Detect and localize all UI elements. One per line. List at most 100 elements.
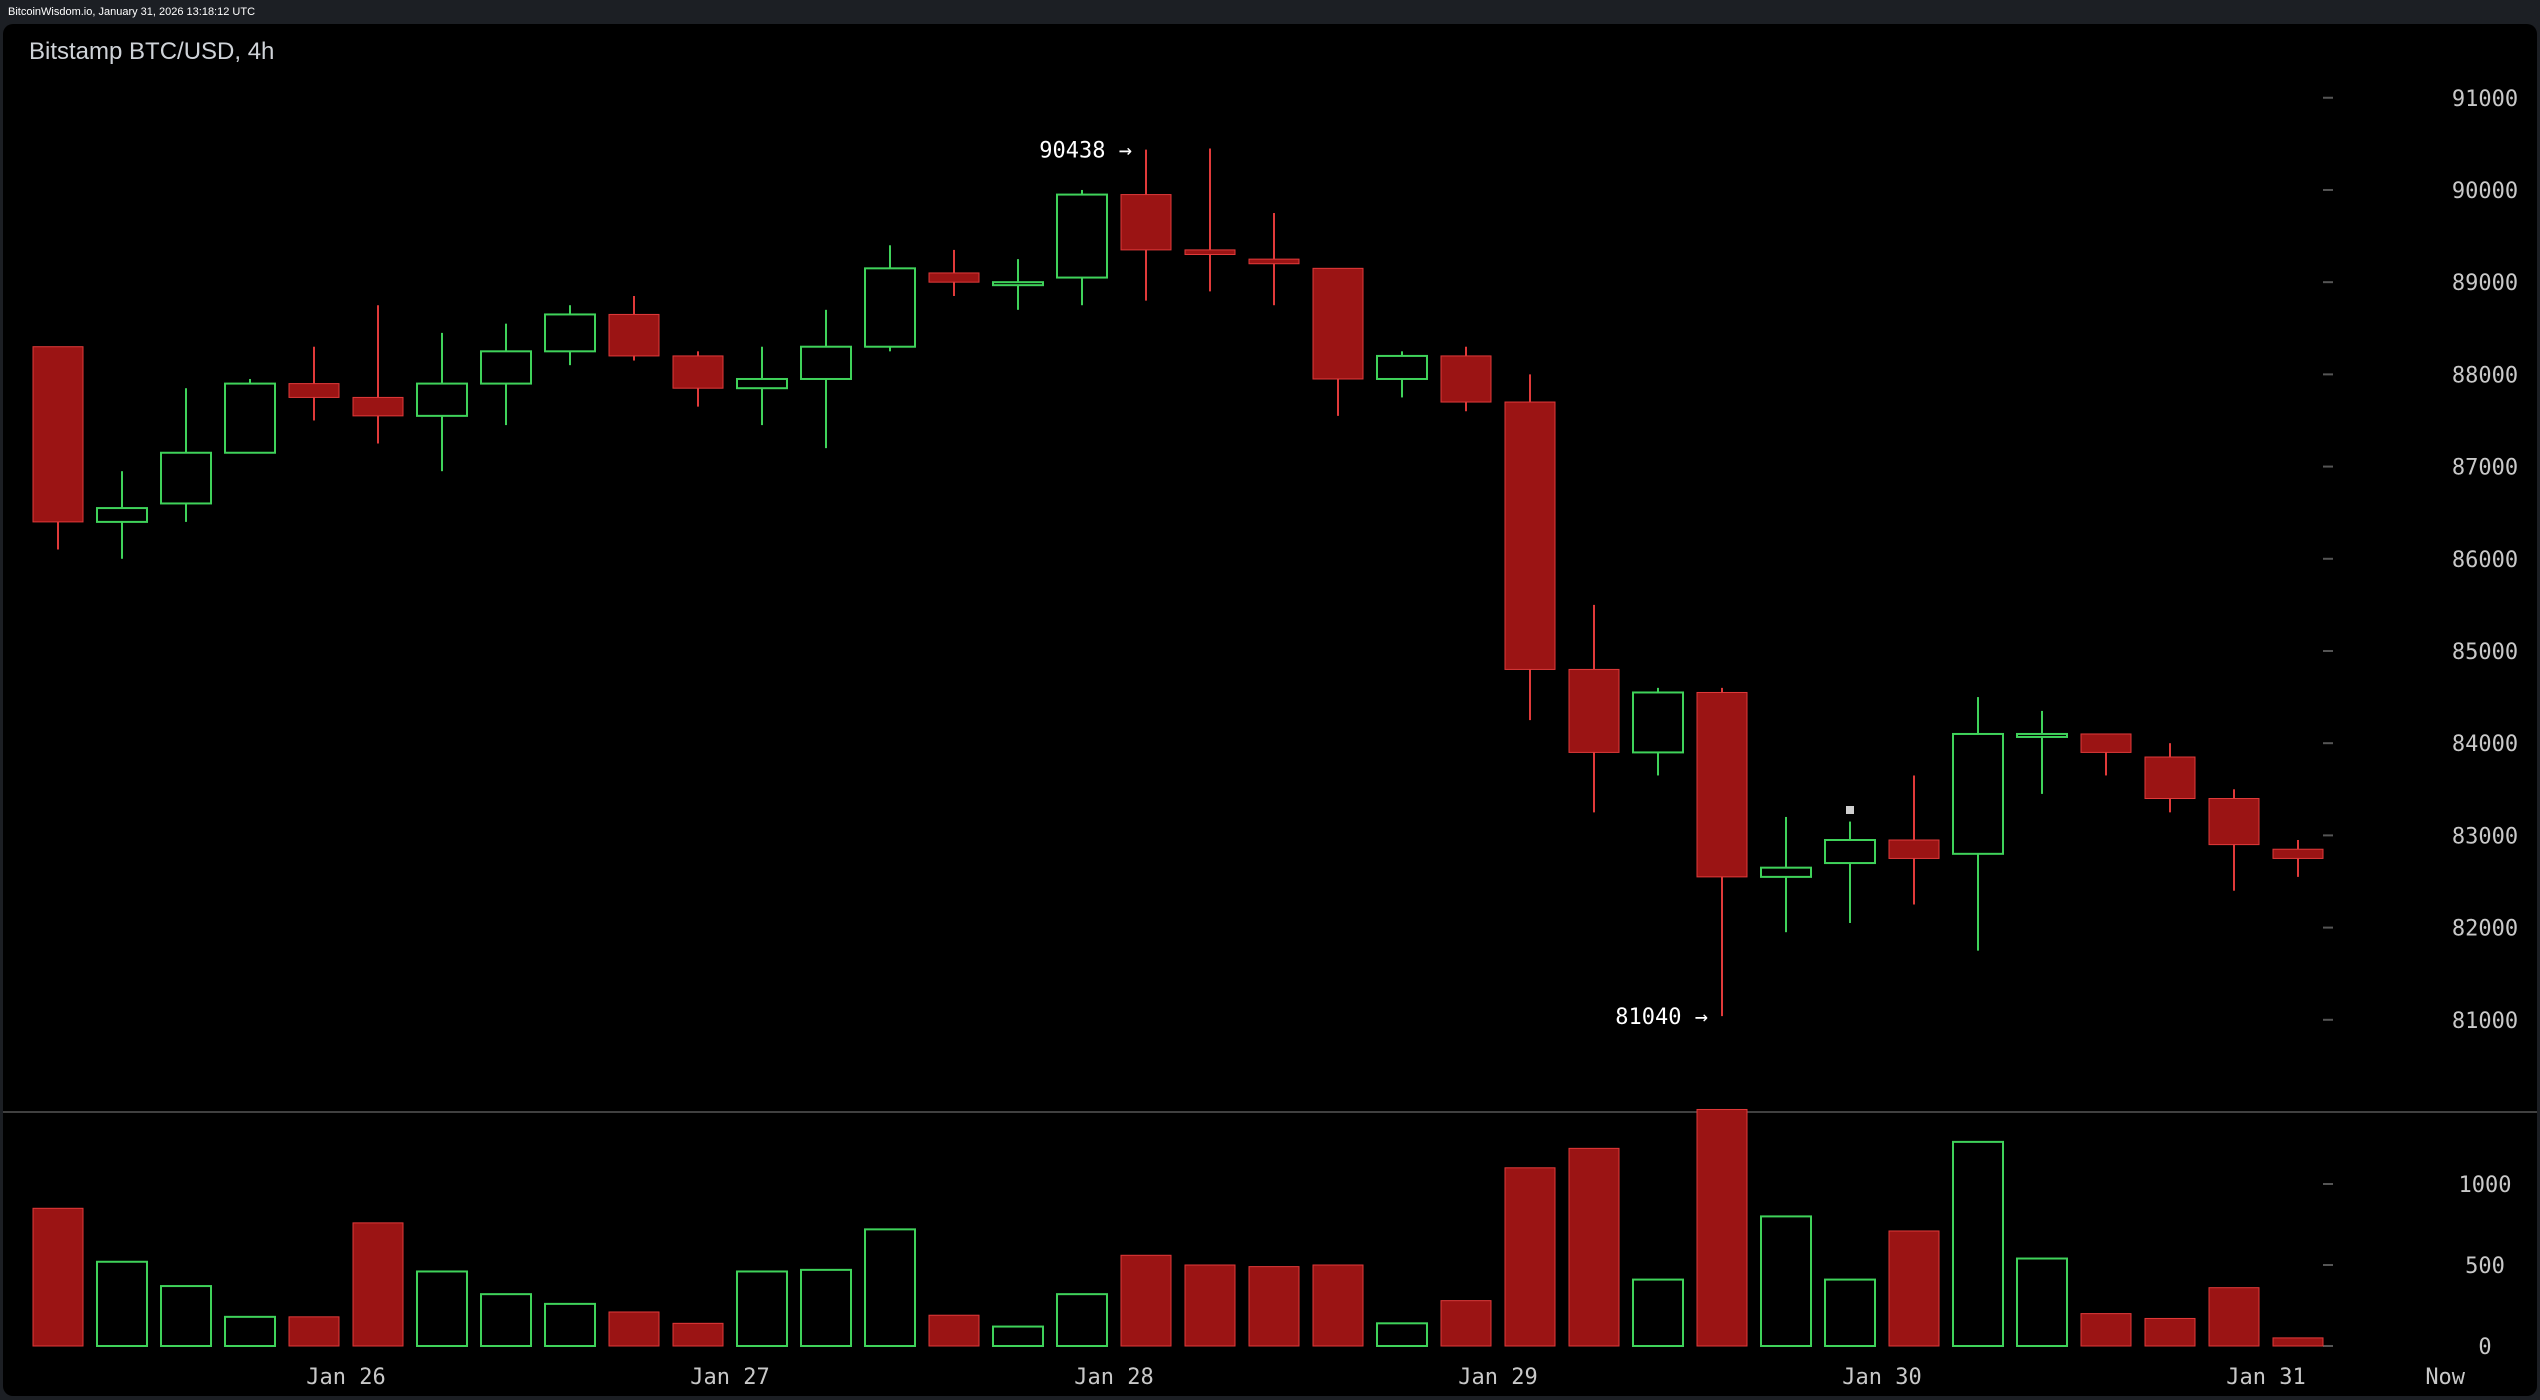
- candle-body-down: [352, 396, 404, 417]
- volume-bar-up: [2016, 1257, 2068, 1348]
- volume-bar-up: [160, 1285, 212, 1348]
- candle-body-up: [2016, 732, 2068, 738]
- price-tick-label: 83000: [2452, 824, 2518, 849]
- volume-bar-down: [288, 1316, 340, 1347]
- chart-panel: 81000 82000 83000 84000 85000 86000 87000 88000…: [3, 24, 2537, 1396]
- volume-bar-down: [352, 1222, 404, 1347]
- volume-bar-down: [672, 1322, 724, 1347]
- volume-bar-up: [1376, 1322, 1428, 1347]
- candle-body-down: [1888, 839, 1940, 859]
- candle-body-up: [480, 350, 532, 385]
- price-tick-label: 85000: [2452, 640, 2518, 665]
- time-tick-label: Jan 26: [306, 1365, 385, 1390]
- price-tick-label: 89000: [2452, 271, 2518, 296]
- volume-bar-up: [864, 1228, 916, 1347]
- volume-bar-down: [1696, 1108, 1748, 1347]
- price-tick-label: 87000: [2452, 456, 2518, 481]
- time-axis: Jan 26 Jan 27 Jan 28 Jan 29 Jan 30 Jan 31 Now: [306, 1365, 2466, 1390]
- candle-body-up: [544, 313, 596, 353]
- candle-body-down: [1440, 355, 1492, 403]
- volume-axis: 0 500 1000: [2323, 1173, 2511, 1360]
- volume-bar-down: [1312, 1264, 1364, 1347]
- volume-bar-down: [1248, 1266, 1300, 1347]
- price-tick-label: 90000: [2452, 179, 2518, 204]
- volume-bar-up: [1760, 1215, 1812, 1348]
- price-tick-label: 91000: [2452, 87, 2518, 112]
- candle-body-down: [1312, 267, 1364, 380]
- volume-bar-down: [1568, 1147, 1620, 1347]
- price-tick-label: 82000: [2452, 917, 2518, 942]
- candle-body-down: [2208, 798, 2260, 846]
- time-tick-label: Now: [2425, 1365, 2465, 1390]
- volume-bar-down: [1440, 1300, 1492, 1347]
- candle-body-up: [736, 377, 788, 390]
- candle-body-up: [1760, 866, 1812, 878]
- candle-body-down: [2144, 756, 2196, 800]
- volume-bar-down: [1120, 1254, 1172, 1347]
- volume-bar-up: [480, 1293, 532, 1348]
- volume-bar-up: [1056, 1293, 1108, 1348]
- price-axis: 81000 82000 83000 84000 85000 86000 87000 88000…: [2323, 87, 2518, 1034]
- top-bar: BitcoinWisdom.io, January 31, 2026 13:18…: [0, 0, 2540, 24]
- price-tick-label: 86000: [2452, 548, 2518, 573]
- volume-tick-label: 0: [2478, 1335, 2491, 1360]
- volume-tick-label: 1000: [2459, 1173, 2512, 1198]
- price-candles: [32, 148, 2324, 1017]
- volume-bar-down: [1504, 1167, 1556, 1347]
- price-tick-label: 81000: [2452, 1009, 2518, 1034]
- candle-body-down: [1248, 258, 1300, 265]
- candle-body-down: [672, 355, 724, 389]
- volume-bar-down: [2208, 1287, 2260, 1347]
- volume-bar-down: [1888, 1230, 1940, 1347]
- price-tick-label: 84000: [2452, 732, 2518, 757]
- price-annotation: 81040 →: [1615, 1005, 1708, 1030]
- time-tick-label: Jan 31: [2226, 1365, 2305, 1390]
- volume-bar-down: [608, 1311, 660, 1347]
- candle-body-down: [1696, 691, 1748, 878]
- volume-bar-down: [2080, 1313, 2132, 1347]
- volume-bar-up: [416, 1270, 468, 1347]
- volume-bar-up: [1952, 1140, 2004, 1347]
- volume-bar-up: [800, 1268, 852, 1347]
- volume-bars: [32, 1108, 2324, 1348]
- volume-bar-up: [736, 1270, 788, 1347]
- volume-bar-up: [1632, 1278, 1684, 1347]
- candle-body-down: [1184, 249, 1236, 256]
- time-tick-label: Jan 29: [1458, 1365, 1537, 1390]
- candle-body-down: [1568, 668, 1620, 753]
- candle-body-down: [608, 313, 660, 357]
- candle-body-down: [1120, 194, 1172, 251]
- candle-body-down: [1504, 401, 1556, 670]
- volume-bar-down: [32, 1207, 84, 1347]
- volume-bar-up: [224, 1315, 276, 1347]
- candle-body-up: [224, 382, 276, 454]
- volume-bar-up: [96, 1260, 148, 1348]
- volume-bar-up: [544, 1302, 596, 1348]
- candle-body-up: [1376, 354, 1428, 380]
- time-tick-label: Jan 28: [1074, 1365, 1153, 1390]
- candle-body-up: [864, 267, 916, 348]
- marker-square: [1846, 806, 1854, 814]
- volume-bar-down: [928, 1314, 980, 1347]
- candle-body-up: [1056, 193, 1108, 279]
- candle-body-up: [160, 451, 212, 505]
- source-timestamp: BitcoinWisdom.io, January 31, 2026 13:18…: [8, 6, 256, 18]
- candlestick-chart[interactable]: 81000 82000 83000 84000 85000 86000 87000 88000…: [3, 24, 2537, 1396]
- volume-tick-label: 500: [2465, 1254, 2505, 1279]
- volume-bar-up: [992, 1325, 1044, 1348]
- volume-bar-down: [1184, 1264, 1236, 1347]
- chart-title: Bitstamp BTC/USD, 4h: [29, 38, 275, 65]
- candle-body-up: [1632, 691, 1684, 754]
- candle-body-down: [928, 272, 980, 283]
- price-annotation: 90438 →: [1039, 139, 1132, 164]
- candle-body-up: [992, 281, 1044, 287]
- candle-body-down: [2080, 733, 2132, 753]
- volume-bar-down: [2144, 1317, 2196, 1347]
- candle-body-down: [2272, 848, 2324, 859]
- candle-body-up: [96, 507, 148, 523]
- candle-body-up: [1952, 732, 2004, 855]
- candle-body-up: [1824, 839, 1876, 865]
- candle-body-up: [416, 382, 468, 417]
- candle-body-down: [32, 346, 84, 523]
- candle-body-down: [288, 383, 340, 398]
